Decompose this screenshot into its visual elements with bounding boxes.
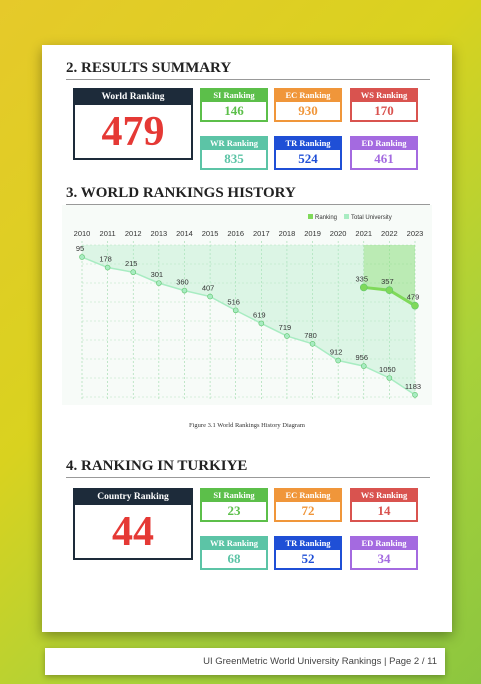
item-label: WR Ranking (200, 136, 268, 150)
data-label: 335 (356, 274, 369, 283)
x-tick-label: 2021 (355, 229, 372, 238)
x-tick-label: 2013 (151, 229, 168, 238)
point (386, 375, 393, 381)
item-label: EC Ranking (274, 488, 342, 502)
data-label: 912 (330, 348, 343, 357)
item-value: 524 (274, 150, 342, 170)
item-label: SI Ranking (200, 88, 268, 102)
x-tick-label: 2019 (304, 229, 321, 238)
point (79, 254, 85, 260)
data-label: 719 (279, 323, 292, 332)
item-value: 68 (200, 550, 268, 570)
point (359, 283, 368, 292)
x-tick-label: 2014 (176, 229, 193, 238)
legend-label: Ranking (315, 215, 337, 221)
data-label: 780 (304, 331, 317, 340)
legend-label: Total University (351, 215, 392, 221)
section-title: 4. RANKING IN TURKIYE (66, 458, 430, 478)
point (232, 307, 239, 314)
legend-swatch (308, 214, 313, 219)
data-label: 215 (125, 259, 138, 268)
data-label: 360 (176, 278, 189, 287)
main-label: Country Ranking (75, 490, 191, 505)
item-value: 835 (200, 150, 268, 170)
point (335, 357, 341, 364)
point (207, 293, 213, 300)
point (130, 269, 137, 276)
x-tick-label: 2023 (407, 229, 424, 238)
line (81, 256, 416, 396)
point (360, 363, 367, 369)
area (82, 245, 415, 395)
x-tick-label: 2017 (253, 229, 270, 238)
caption: Figure 3.1 World Rankings History Diagra… (189, 422, 305, 429)
item-label: WR Ranking (200, 536, 268, 550)
point (309, 341, 316, 347)
item-value: 461 (350, 150, 418, 170)
item-label: WS Ranking (350, 488, 418, 502)
main-label: World Ranking (75, 90, 191, 105)
point (181, 287, 188, 294)
data-label: 178 (99, 255, 112, 264)
item-value: 34 (350, 550, 418, 570)
point (156, 280, 162, 286)
point (385, 286, 394, 295)
section-title: 2. RESULTS SUMMARY (66, 60, 430, 80)
item-label: TR Ranking (274, 536, 342, 550)
data-label: 516 (227, 297, 240, 306)
chart: 2010 2011 2012 2013 2014 2015 2016 2017 2018 2019… (62, 205, 432, 405)
item-value: 23 (200, 502, 268, 522)
data-label: 95 (76, 244, 84, 253)
x-tick-label: 2011 (100, 229, 116, 238)
point (104, 264, 111, 271)
item-label: WS Ranking (350, 88, 418, 102)
chart-bg (62, 205, 432, 405)
data-label: 1183 (405, 382, 421, 391)
item-value: 170 (350, 102, 418, 122)
item-label: ED Ranking (350, 536, 418, 550)
x-tick-label: 2010 (74, 229, 91, 238)
item-value: 52 (274, 550, 342, 570)
x-tick-label: 2016 (227, 229, 244, 238)
item-label: EC Ranking (274, 88, 342, 102)
item-label: TR Ranking (274, 136, 342, 150)
point (411, 301, 419, 310)
x-tick-label: 2012 (125, 229, 142, 238)
area (363, 245, 415, 306)
point (412, 392, 418, 398)
item-value: 72 (274, 502, 342, 522)
x-tick-label: 2022 (381, 229, 398, 238)
point (258, 320, 265, 327)
x-tick-label: 2015 (202, 229, 219, 238)
data-label: 357 (381, 277, 394, 286)
footer: UI GreenMetric World University Rankings… (45, 648, 445, 675)
data-label: 619 (253, 310, 266, 319)
x-tick-label: 2018 (279, 229, 296, 238)
data-label: 301 (151, 270, 164, 279)
item-value: 146 (200, 102, 268, 122)
data-label: 956 (356, 353, 369, 362)
data-label: 479 (407, 293, 420, 302)
data-label: 1050 (379, 365, 396, 374)
legend-swatch (344, 214, 350, 219)
item-label: SI Ranking (200, 488, 268, 502)
item-label: ED Ranking (350, 136, 418, 150)
section-title: 3. WORLD RANKINGS HISTORY (66, 185, 430, 205)
main-value: 44 (112, 509, 154, 555)
item-value: 14 (350, 502, 418, 522)
main-value: 479 (101, 109, 165, 155)
item-value: 930 (274, 102, 342, 122)
data-label: 407 (202, 284, 215, 293)
x-tick-label: 2020 (330, 229, 347, 238)
point (284, 333, 290, 339)
